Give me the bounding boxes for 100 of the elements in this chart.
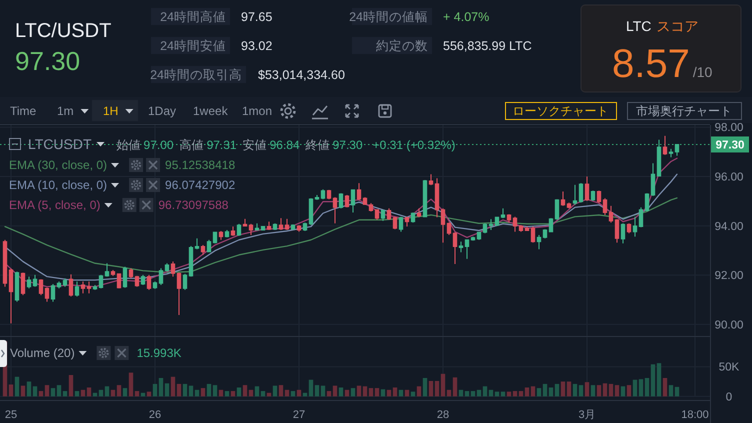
bar [326,391,332,396]
candlestick [194,238,200,250]
candlestick [650,162,656,196]
bar [80,390,86,396]
candlestick [668,148,674,158]
bar [236,387,242,396]
text: 24時間の値幅 [349,10,428,24]
bar [26,382,32,396]
candlestick [440,208,446,244]
candlestick [500,208,506,219]
candlestick [584,176,590,202]
bar [62,391,68,396]
y-tick-label: 92.00 [714,270,744,282]
x-tick-label: 18:00 [681,409,709,421]
annotation: 安値 [242,138,267,152]
text: $53,014,334.60 [258,68,345,82]
candlestick [296,224,302,232]
candlestick [176,272,182,316]
bar [614,385,620,396]
bar [314,385,320,396]
bar [488,390,494,396]
candlestick [110,269,116,276]
text: 1mon [242,104,272,118]
bar [662,378,668,396]
text: 97.65 [241,10,272,24]
bar [350,388,356,396]
text: LTCUSDT [28,136,92,152]
candlestick [26,276,32,289]
bar [272,386,278,396]
candlestick [470,236,476,242]
bar [590,385,596,396]
bar [320,386,326,396]
candlestick [266,221,272,231]
text: スコア [656,18,698,34]
bar [596,385,602,396]
annotation: 15.993K [136,346,182,360]
bar [656,363,662,396]
candlestick [314,194,320,200]
candlestick [362,196,368,206]
text: ローソクチャート [512,104,608,118]
bar [74,391,80,396]
candlestick [632,216,638,238]
bar [482,386,488,396]
bar [86,387,92,396]
bar [200,388,206,396]
bar [308,380,314,396]
candlestick [572,184,578,206]
bar [50,388,56,396]
bar [248,390,254,396]
bar [608,384,614,396]
bar [548,387,554,396]
bar [434,380,440,396]
bar [194,390,200,396]
bar [290,391,296,396]
candlestick [476,231,482,240]
candlestick [80,281,86,294]
candlestick [536,234,542,250]
candlestick [224,230,230,238]
bar [44,385,50,396]
text: 1H [103,104,118,118]
candlestick [104,262,110,278]
candlestick [8,268,14,324]
bar [458,390,464,396]
bar [278,385,284,396]
bar [20,386,26,396]
candlestick [170,261,176,278]
bar [524,387,530,396]
candlestick [356,182,362,200]
bar [512,391,518,396]
bar [446,390,452,396]
candlestick [464,238,470,260]
bar [266,392,272,396]
annotation: 終値 [304,138,330,152]
bar [92,392,98,396]
text: 市場奥行チャート [636,104,732,118]
annotation: 96.73097588 [158,198,229,212]
candlestick [86,281,92,294]
text: + 4.07% [443,10,490,24]
candlestick [404,216,410,228]
y-tick-label: 94.00 [714,220,744,233]
bar [584,382,590,396]
candlestick [416,208,422,218]
candlestick [512,216,518,232]
candlestick [458,241,464,253]
text: 556,835.99 LTC [443,39,532,53]
bar [476,390,482,396]
text: 24時間安値 [160,38,226,53]
candlestick [608,205,614,224]
text: LTC [626,18,652,34]
annotation: 97.30 [332,138,363,152]
text: 8.57 [612,42,690,86]
text: EMA (5, close, 0) [9,198,100,212]
bar [518,391,524,396]
candlestick [200,244,206,256]
candlestick [248,223,254,236]
bar [260,391,266,396]
annotation: 97.31 [206,138,237,152]
text: /10 [692,64,713,80]
annotation: 95.12538418 [165,158,236,172]
bar [158,378,164,396]
